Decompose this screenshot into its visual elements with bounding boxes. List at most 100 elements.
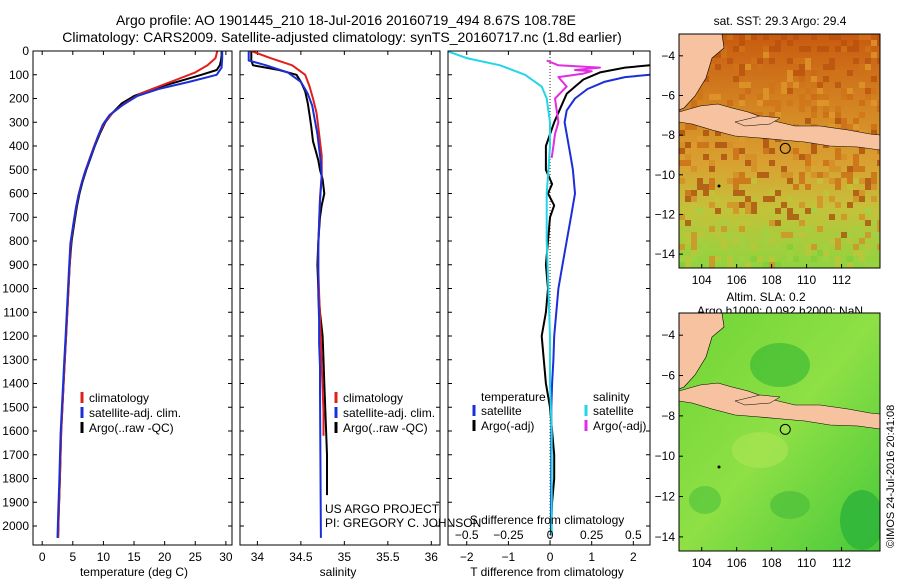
sst-pixel — [859, 256, 865, 262]
x-tick-label: 34.5 — [289, 550, 313, 564]
sst-pixel — [877, 106, 880, 112]
sst-pixel — [679, 262, 685, 268]
sst-pixel — [679, 256, 685, 262]
sst-pixel — [727, 262, 733, 268]
sst-pixel — [715, 64, 721, 70]
map-y-tick-label: −6 — [661, 369, 675, 383]
sst-pixel — [709, 256, 715, 262]
sst-pixel — [745, 178, 751, 184]
sst-pixel — [793, 58, 799, 64]
sst-pixel — [847, 184, 853, 190]
salinity-axes-frame — [239, 50, 441, 546]
sst-pixel — [697, 136, 703, 142]
sst-pixel — [871, 40, 877, 46]
sst-map-ticks: 104 106 108 110 112 −4 −6 −8 −10 −12 −14 — [655, 49, 852, 287]
sst-pixel — [829, 124, 835, 130]
sst-pixel — [835, 178, 841, 184]
sst-pixel — [829, 64, 835, 70]
sst-pixel — [769, 238, 775, 244]
sst-pixel — [757, 220, 763, 226]
sst-pixel — [703, 190, 709, 196]
sst-pixel — [715, 130, 721, 136]
sst-pixel — [823, 250, 829, 256]
sst-pixel — [871, 220, 877, 226]
sst-pixel — [733, 184, 739, 190]
x-tick-label: 0 — [39, 550, 46, 564]
sst-pixel — [775, 100, 781, 106]
salinity-lines — [247, 51, 328, 538]
sst-pixel — [733, 46, 739, 52]
legend-label: Argo(..raw -QC) — [343, 421, 428, 435]
sst-pixel — [835, 154, 841, 160]
series-line — [448, 51, 553, 536]
sst-pixel — [877, 232, 880, 238]
series-line — [56, 51, 224, 538]
difference-axes-frame — [447, 50, 651, 546]
sst-pixel — [799, 64, 805, 70]
sst-pixel — [829, 196, 835, 202]
sst-pixel — [859, 34, 865, 40]
sst-pixel — [691, 124, 697, 130]
sst-pixel — [829, 166, 835, 172]
sst-pixel — [763, 208, 769, 214]
sst-pixel — [781, 166, 787, 172]
sst-pixel — [811, 70, 817, 76]
map-y-tick-label: −14 — [655, 247, 676, 261]
sst-pixel — [721, 220, 727, 226]
sst-pixel — [841, 46, 847, 52]
sst-pixel — [757, 112, 763, 118]
sst-pixel — [871, 172, 877, 178]
sst-pixel — [835, 166, 841, 172]
sst-pixel — [817, 82, 823, 88]
legend-label: Argo(-adj) — [481, 419, 534, 433]
sst-pixel — [715, 208, 721, 214]
sst-pixel — [853, 58, 859, 64]
x-tick-label: 36 — [425, 550, 439, 564]
sst-pixel — [871, 184, 877, 190]
sst-pixel — [715, 196, 721, 202]
sst-pixel — [859, 166, 865, 172]
sst-pixel — [787, 172, 793, 178]
sst-pixel — [739, 256, 745, 262]
sst-pixel — [709, 166, 715, 172]
sst-pixel — [709, 226, 715, 232]
sst-pixel — [817, 46, 823, 52]
sst-pixel — [769, 148, 775, 154]
x-tick-label: 34 — [251, 550, 265, 564]
sst-pixel — [829, 76, 835, 82]
figure-title-line1: Argo profile: AO 1901445_210 18-Jul-2016… — [116, 12, 576, 28]
sst-pixel — [805, 160, 811, 166]
sst-pixel — [763, 34, 769, 40]
sst-pixel — [799, 202, 805, 208]
map-y-tick-label: −14 — [655, 530, 676, 544]
series-line — [57, 51, 223, 538]
sst-pixel — [853, 196, 859, 202]
sst-pixel — [817, 178, 823, 184]
sst-pixel — [841, 70, 847, 76]
map-y-tick-label: −6 — [661, 88, 675, 102]
project-annotation-line1: US ARGO PROJECT — [325, 502, 440, 516]
legend-label: satellite — [593, 404, 634, 418]
sst-pixel — [871, 124, 877, 130]
sla-anomaly-low-4 — [750, 343, 810, 387]
depth-tick-label: 1400 — [2, 377, 29, 391]
sst-pixel — [817, 226, 823, 232]
sst-pixel — [805, 208, 811, 214]
sst-pixel — [865, 232, 871, 238]
sst-pixel — [817, 172, 823, 178]
sst-pixel — [757, 64, 763, 70]
sst-pixel — [787, 76, 793, 82]
sst-pixel — [823, 100, 829, 106]
sst-pixel — [793, 34, 799, 40]
salinity-axis-ticks: 34 34.5 35 35.5 36 — [251, 51, 439, 564]
sst-pixel — [865, 250, 871, 256]
sst-pixel — [793, 148, 799, 154]
sst-pixel — [799, 58, 805, 64]
sst-pixel — [685, 214, 691, 220]
depth-tick-label: 200 — [9, 92, 29, 106]
sst-pixel — [859, 82, 865, 88]
sst-pixel — [865, 178, 871, 184]
sla-map-frame — [678, 312, 881, 552]
sst-pixel — [811, 244, 817, 250]
depth-tick-label: 1900 — [2, 495, 29, 509]
